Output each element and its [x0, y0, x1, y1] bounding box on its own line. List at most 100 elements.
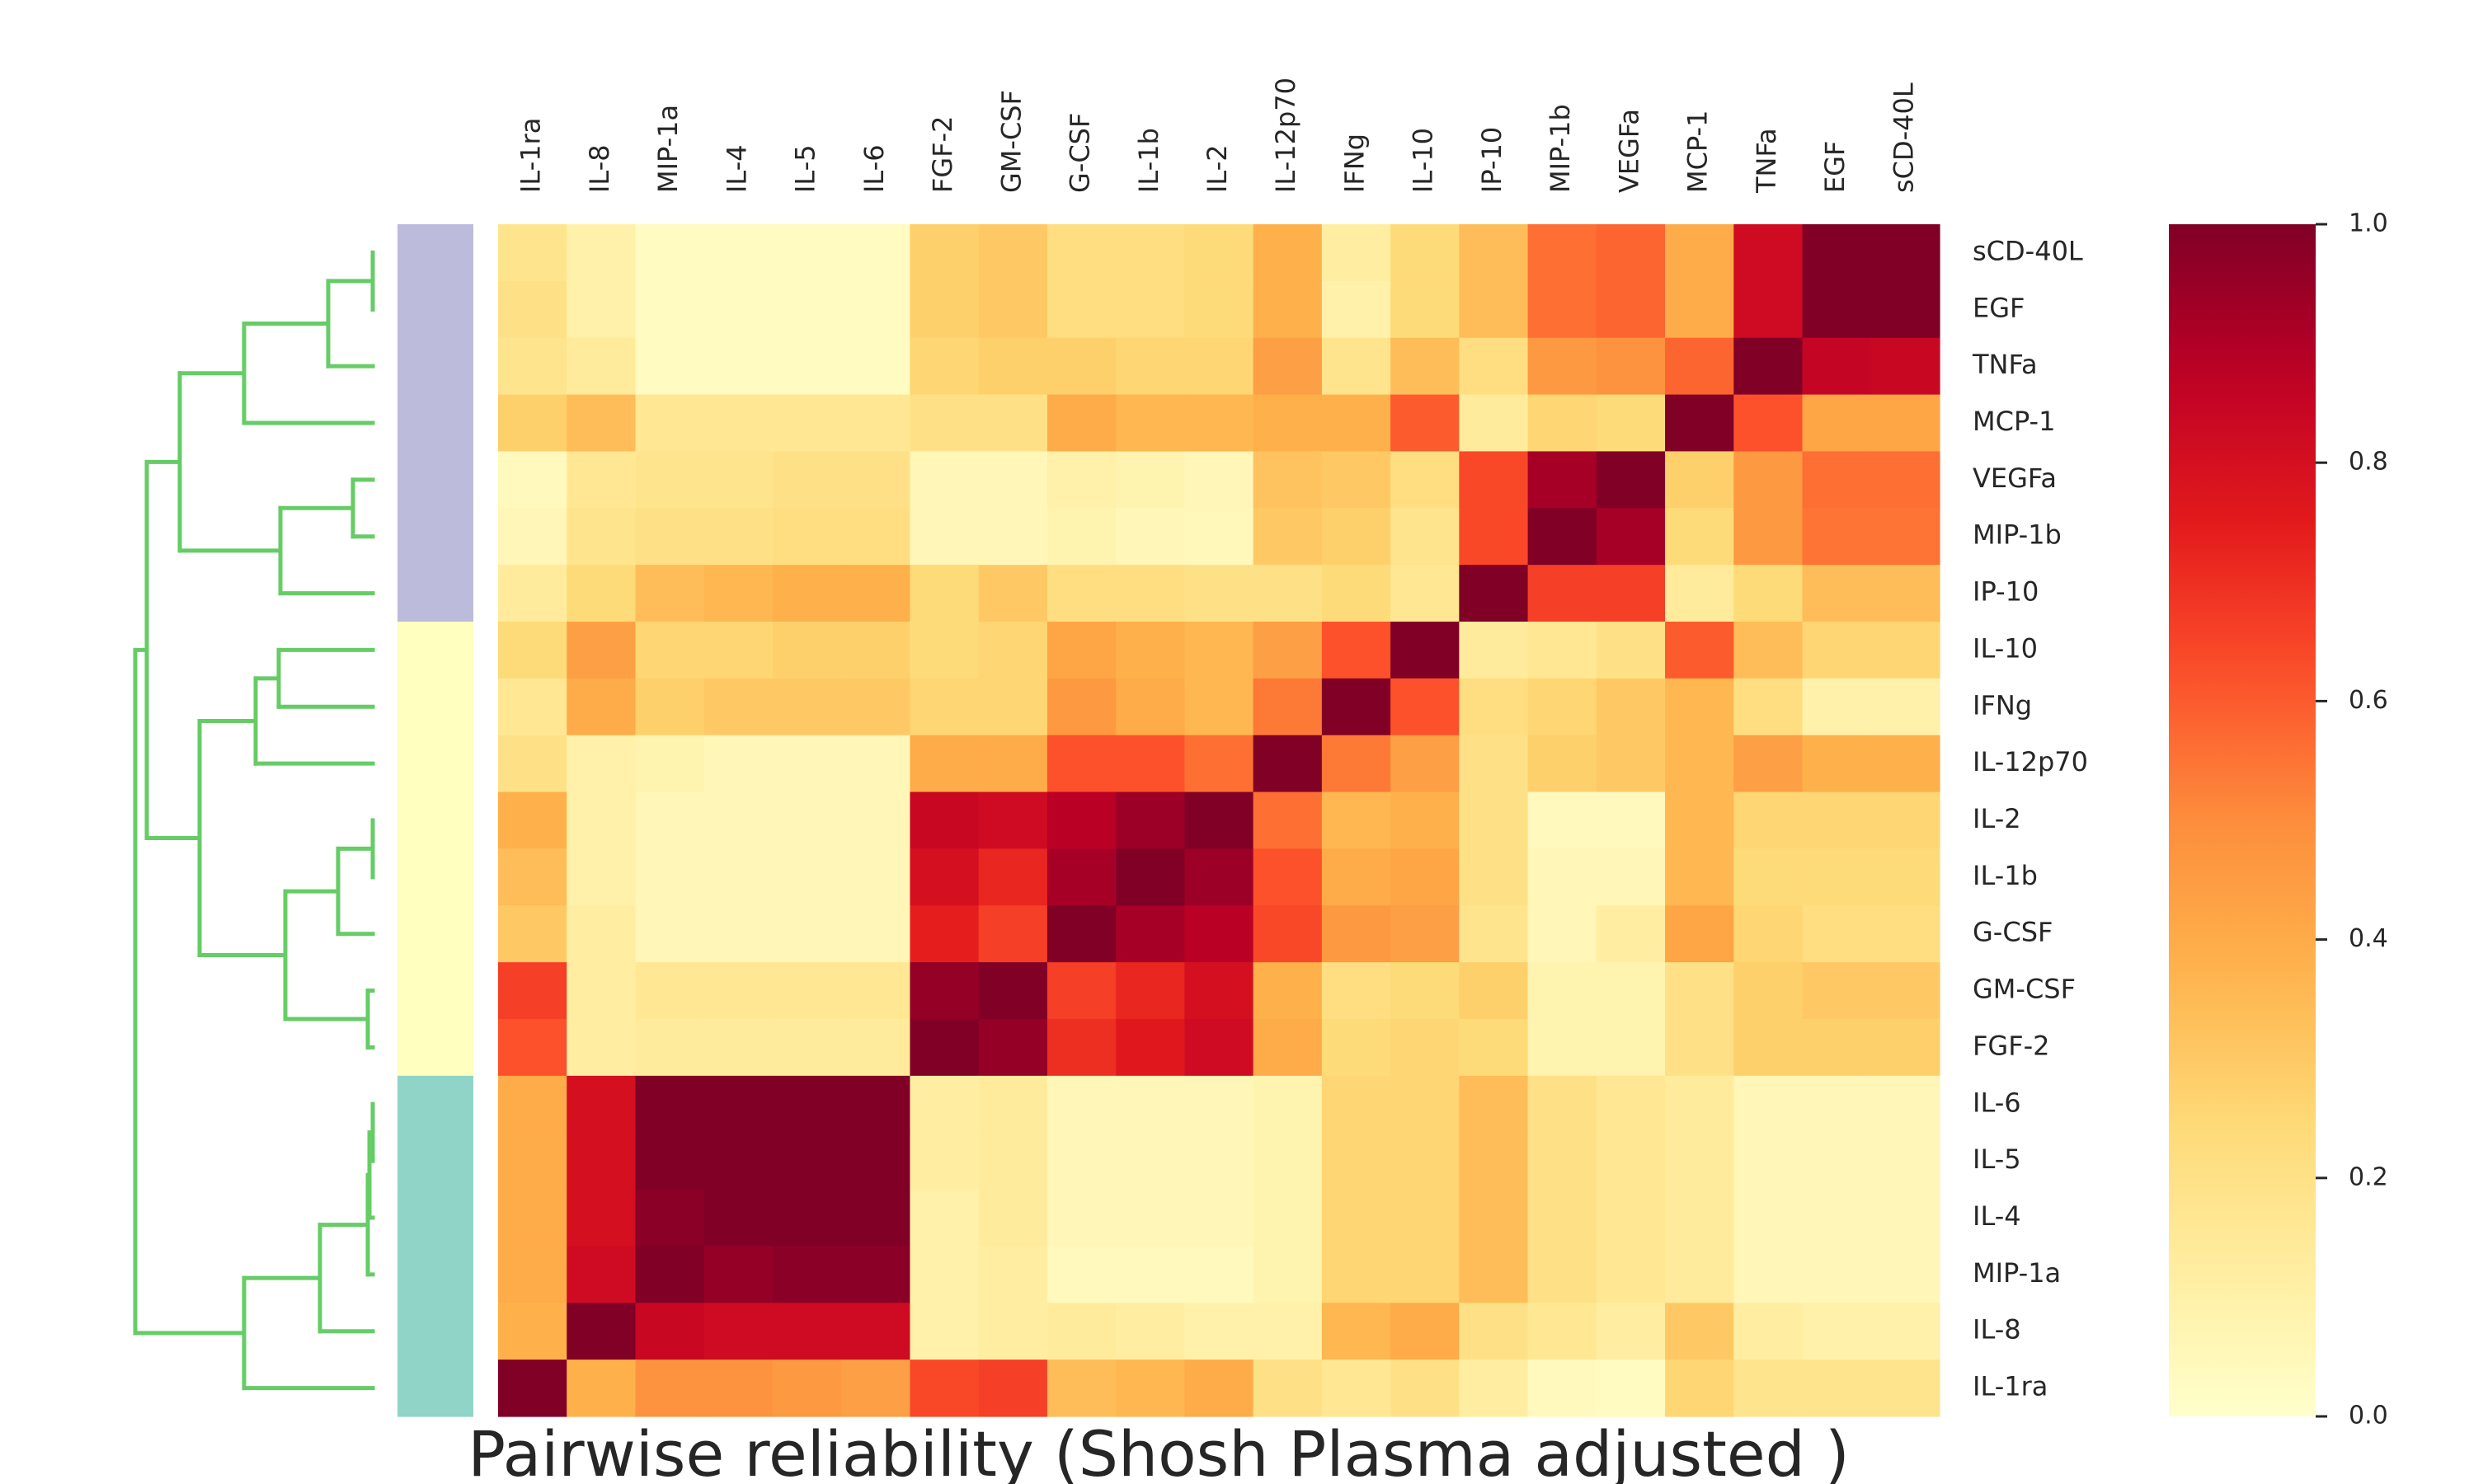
heatmap-cell	[1802, 848, 1872, 906]
cluster-strip-cell	[397, 565, 473, 622]
heatmap-cell	[910, 962, 980, 1020]
heatmap-cell	[1596, 1246, 1666, 1303]
heatmap-cell	[978, 622, 1048, 679]
heatmap-cell	[635, 224, 705, 282]
heatmap-cell	[567, 280, 637, 339]
heatmap-cell	[498, 451, 567, 509]
row-label: IL-12p70	[1973, 746, 2088, 777]
row-label: MCP-1	[1973, 406, 2055, 437]
cluster-strip-cell	[397, 1019, 473, 1077]
row-label: MIP-1a	[1973, 1257, 2061, 1289]
cluster-strip-cell	[397, 1132, 473, 1190]
heatmap-cell	[1733, 905, 1804, 963]
heatmap-cell	[978, 224, 1048, 282]
heatmap-cell	[841, 962, 911, 1020]
heatmap-cell	[1321, 224, 1391, 282]
heatmap-cell	[567, 224, 637, 282]
heatmap-cell	[1802, 1019, 1872, 1077]
cluster-strip-cell	[397, 508, 473, 566]
heatmap-cell	[1390, 622, 1460, 679]
heatmap-cell	[1527, 678, 1597, 736]
heatmap-cell	[1253, 224, 1323, 282]
heatmap-cell	[978, 508, 1048, 566]
heatmap-cell	[498, 735, 567, 793]
heatmap-cell	[1253, 1075, 1323, 1134]
heatmap-cell	[703, 848, 774, 906]
column-label: GM-CSF	[995, 90, 1027, 193]
heatmap-cell	[1047, 1189, 1117, 1247]
heatmap-cell	[567, 1246, 637, 1303]
heatmap-cell	[1665, 848, 1734, 906]
heatmap-cell	[703, 1189, 774, 1247]
heatmap-cell	[1184, 394, 1254, 453]
heatmap-cell	[1733, 565, 1804, 622]
cluster-strip-cell	[397, 451, 473, 509]
heatmap-cell	[910, 394, 980, 453]
heatmap-cell	[910, 735, 980, 793]
heatmap-cell	[841, 848, 911, 906]
heatmap-cell	[1665, 791, 1734, 850]
heatmap-cell	[1047, 1360, 1117, 1417]
heatmap-cell	[1390, 1189, 1460, 1247]
cluster-strip-cell	[397, 337, 473, 396]
heatmap-cell	[1733, 1189, 1804, 1247]
heatmap-cell	[772, 678, 842, 736]
heatmap-cell	[1116, 1132, 1185, 1190]
heatmap-cell	[1665, 1075, 1734, 1134]
heatmap-cell	[1802, 224, 1872, 282]
heatmap-cell	[841, 224, 911, 282]
heatmap-cell	[1459, 1189, 1529, 1247]
cluster-strip-cell	[397, 678, 473, 736]
heatmap-cell	[1459, 678, 1529, 736]
heatmap-cell	[1527, 1132, 1597, 1190]
row-cluster-color-strip	[397, 224, 473, 1417]
heatmap-cell	[1596, 1189, 1666, 1247]
heatmap-cell	[1665, 735, 1734, 793]
heatmap-cell	[1665, 1246, 1734, 1303]
heatmap-cell	[1321, 1246, 1391, 1303]
heatmap-cell	[1253, 1019, 1323, 1077]
heatmap-cell	[1527, 1246, 1597, 1303]
heatmap-cell	[1253, 565, 1323, 622]
heatmap-cell	[1116, 565, 1185, 622]
heatmap-cell	[635, 1019, 705, 1077]
heatmap-cell	[1733, 848, 1804, 906]
heatmap-cell	[772, 848, 842, 906]
heatmap-cell	[1665, 508, 1734, 566]
heatmap-cell	[1116, 905, 1185, 963]
heatmap-cell	[1596, 565, 1666, 622]
heatmap-cell	[498, 280, 567, 339]
colorbar-tick-label: 0.0	[2349, 1402, 2388, 1430]
heatmap-cell	[567, 394, 637, 453]
row-label: IL-10	[1973, 632, 2038, 664]
column-label: IL-8	[584, 144, 615, 193]
heatmap-cell	[1527, 508, 1597, 566]
heatmap-cell	[1596, 508, 1666, 566]
row-label: sCD-40L	[1973, 235, 2083, 266]
heatmap-cell	[1253, 451, 1323, 509]
heatmap-cell	[1527, 451, 1597, 509]
heatmap-cell	[1184, 791, 1254, 850]
heatmap-cell	[1047, 1303, 1117, 1360]
heatmap-cell	[1459, 337, 1529, 396]
heatmap-cell	[772, 565, 842, 622]
heatmap-cell	[1321, 678, 1391, 736]
heatmap-cell	[1733, 791, 1804, 850]
heatmap-cell	[1527, 1189, 1597, 1247]
heatmap-cell	[910, 451, 980, 509]
heatmap-cell	[1253, 1189, 1323, 1247]
heatmap-cell	[498, 565, 567, 622]
cluster-strip-cell	[397, 905, 473, 963]
heatmap-cell	[1459, 1075, 1529, 1134]
column-label: IL-12p70	[1270, 77, 1301, 193]
heatmap-cell	[1870, 1246, 1940, 1303]
heatmap-cell	[1047, 224, 1117, 282]
heatmap-cell	[1870, 622, 1940, 679]
heatmap-cell	[1047, 1132, 1117, 1190]
column-label: IL-10	[1408, 128, 1439, 193]
heatmap-cell	[772, 280, 842, 339]
heatmap-cell	[1459, 1360, 1529, 1417]
heatmap-cell	[1184, 962, 1254, 1020]
heatmap-cell	[1733, 678, 1804, 736]
heatmap-cell	[498, 848, 567, 906]
